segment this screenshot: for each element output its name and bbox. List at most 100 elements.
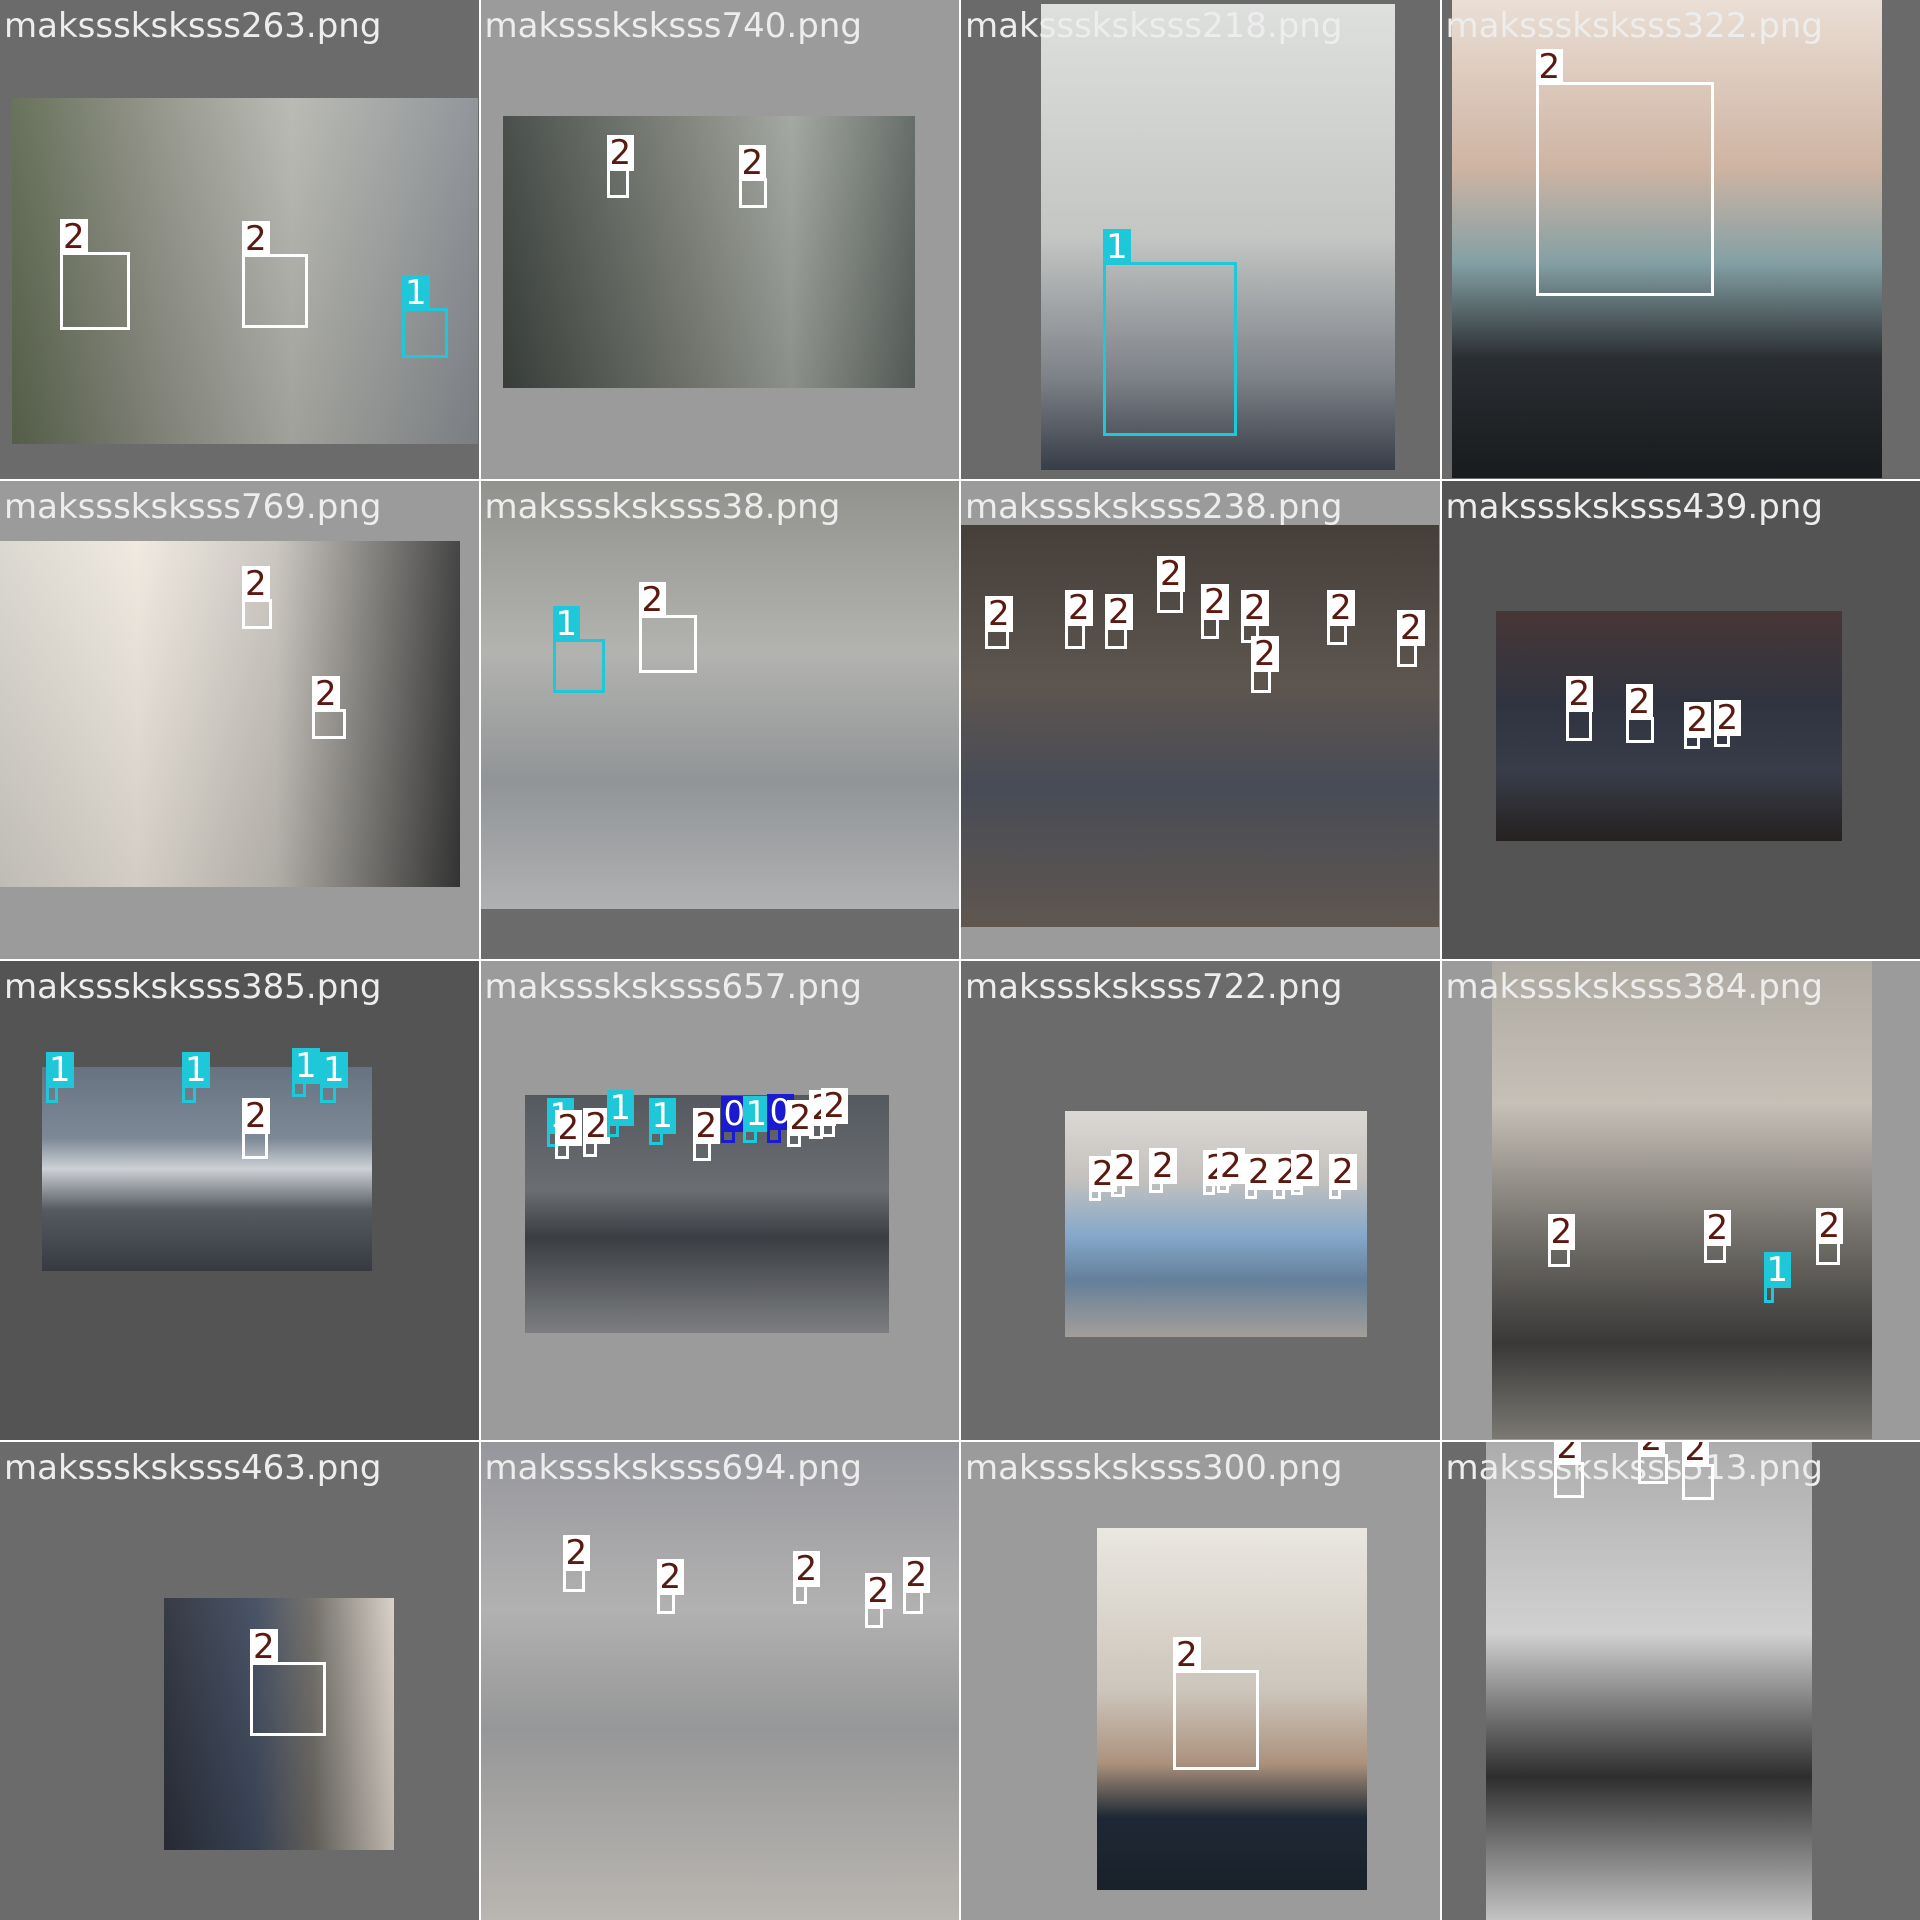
detection-box: 2 (1547, 1214, 1576, 1267)
tile: maksssksksss38.png 1 2 (480, 480, 959, 959)
detection-label: 1 (1763, 1252, 1792, 1288)
detection-label: 2 (1105, 593, 1133, 630)
photo (1041, 4, 1395, 470)
tile: maksssksksss439.png 2 2 2 2 (1441, 480, 1920, 959)
detection-label: 2 (864, 1572, 893, 1609)
detection-box: 2 (1157, 555, 1185, 613)
detection-box: 1 (742, 1096, 771, 1143)
detection-box: 2 (1173, 1636, 1259, 1770)
photo (42, 1067, 372, 1271)
tile-filename: maksssksksss238.png (965, 486, 1343, 527)
detection-box: 2 (1241, 589, 1269, 643)
tile: maksssksksss385.png 1 1 1 1 2 (0, 961, 479, 1440)
photo (1491, 961, 1872, 1439)
detection-box: 1 (606, 1090, 635, 1137)
detection-label: 1 (1103, 229, 1131, 265)
detection-box: 1 (292, 1048, 320, 1097)
tile-filename: maksssksksss385.png (4, 967, 382, 1007)
detection-label: 2 (60, 219, 88, 255)
detection-box: 1 (182, 1052, 210, 1103)
detection-label: 2 (1397, 609, 1425, 646)
detection-box: 2 (692, 1108, 721, 1161)
detection-box: 2 (1201, 583, 1229, 639)
detection-box: 2 (1089, 1156, 1117, 1201)
detection-box: 2 (1681, 1441, 1714, 1500)
detection-label: 2 (1241, 589, 1269, 626)
tile-filename: maksssksksss463.png (4, 1447, 382, 1488)
detection-box: 1 (648, 1098, 677, 1145)
tile-filename: maksssksksss657.png (484, 967, 862, 1007)
detection-label: 2 (250, 1628, 278, 1665)
detection-label: 2 (638, 581, 667, 618)
detection-label: 2 (1553, 1441, 1582, 1465)
detection-label: 2 (1703, 1210, 1732, 1246)
detection-box: 2 (1625, 683, 1654, 743)
detection-label: 1 (402, 275, 430, 311)
detection-box: 1 (402, 275, 448, 358)
detection-label: 2 (792, 1550, 821, 1587)
detection-box: 2 (562, 1534, 591, 1592)
detection-label: 2 (606, 135, 635, 171)
tile: maksssksksss238.png 2 2 2 2 2 2 2 2 2 (961, 480, 1440, 959)
tile-filename: maksssksksss300.png (965, 1447, 1343, 1488)
detection-label: 2 (1111, 1150, 1139, 1186)
detection-box: 2 (1245, 1154, 1273, 1199)
detection-box: 2 (1329, 1154, 1357, 1199)
detection-label: 2 (242, 1098, 270, 1134)
detection-box: 2 (606, 135, 635, 198)
tile-filename: maksssksksss439.png (1445, 486, 1823, 527)
detection-label: 1 (292, 1048, 320, 1084)
detection-box: 2 (1291, 1150, 1319, 1195)
detection-box: 1 (320, 1052, 348, 1103)
detection-label: 2 (1217, 1148, 1245, 1184)
tile: maksssksksss384.png 2 2 2 1 (1441, 961, 1920, 1440)
detection-box: 1 (552, 605, 605, 693)
tile-filename: maksssksksss38.png (484, 486, 841, 527)
tile: maksssksksss300.png 2 (961, 1441, 1440, 1920)
detection-label: 2 (1173, 1636, 1201, 1673)
detection-label: 2 (1713, 699, 1742, 736)
detection-box: 2 (1111, 1150, 1139, 1197)
detection-box: 2 (985, 595, 1013, 649)
detection-box: 2 (1273, 1154, 1301, 1199)
detection-box: 1 (46, 1052, 74, 1103)
detection-label: 1 (648, 1098, 677, 1134)
photo (1495, 610, 1842, 841)
detection-label: 2 (582, 1108, 611, 1144)
tile: maksssksksss722.png 2 2 2 2 2 2 2 2 2 (961, 961, 1440, 1440)
detection-label: 2 (1535, 49, 1564, 85)
detection-box: 2 (1815, 1208, 1844, 1265)
detection-box: 2 (820, 1088, 849, 1137)
tile-filename: maksssksksss740.png (484, 6, 862, 46)
detection-box: 2 (1149, 1148, 1177, 1193)
detection-box: 2 (864, 1572, 893, 1628)
detection-label: 2 (1149, 1148, 1177, 1184)
photo (1097, 1527, 1367, 1890)
detection-box: 2 (242, 565, 272, 629)
detection-box: 2 (1703, 1210, 1732, 1263)
detection-box: 0 (766, 1094, 795, 1143)
photo (0, 540, 460, 887)
detection-label: 2 (656, 1558, 685, 1595)
detection-box: 1 (1763, 1252, 1792, 1303)
detection-label: 2 (1329, 1154, 1357, 1190)
detection-label: 2 (692, 1108, 721, 1144)
photo (1451, 0, 1882, 478)
detection-label: 2 (242, 221, 270, 257)
tile: maksssksksss463.png 2 (0, 1441, 479, 1920)
detection-box: 2 (638, 581, 697, 673)
tile-filename: maksssksksss722.png (965, 967, 1343, 1007)
detection-label: 2 (738, 145, 767, 181)
detection-label: 2 (1625, 683, 1654, 720)
detection-box: 2 (1217, 1148, 1245, 1193)
tile-filename: maksssksksss384.png (1445, 967, 1823, 1007)
detection-label: 2 (1565, 675, 1594, 712)
photo (164, 1597, 394, 1850)
tile-filename: maksssksksss694.png (484, 1447, 862, 1488)
detection-label: 2 (562, 1534, 591, 1571)
detection-box: 2 (1683, 701, 1712, 749)
detection-box: 1 (1103, 229, 1237, 436)
photo (1485, 1441, 1812, 1920)
tile-filename: maksssksksss218.png (965, 6, 1343, 46)
photo (961, 524, 1439, 927)
